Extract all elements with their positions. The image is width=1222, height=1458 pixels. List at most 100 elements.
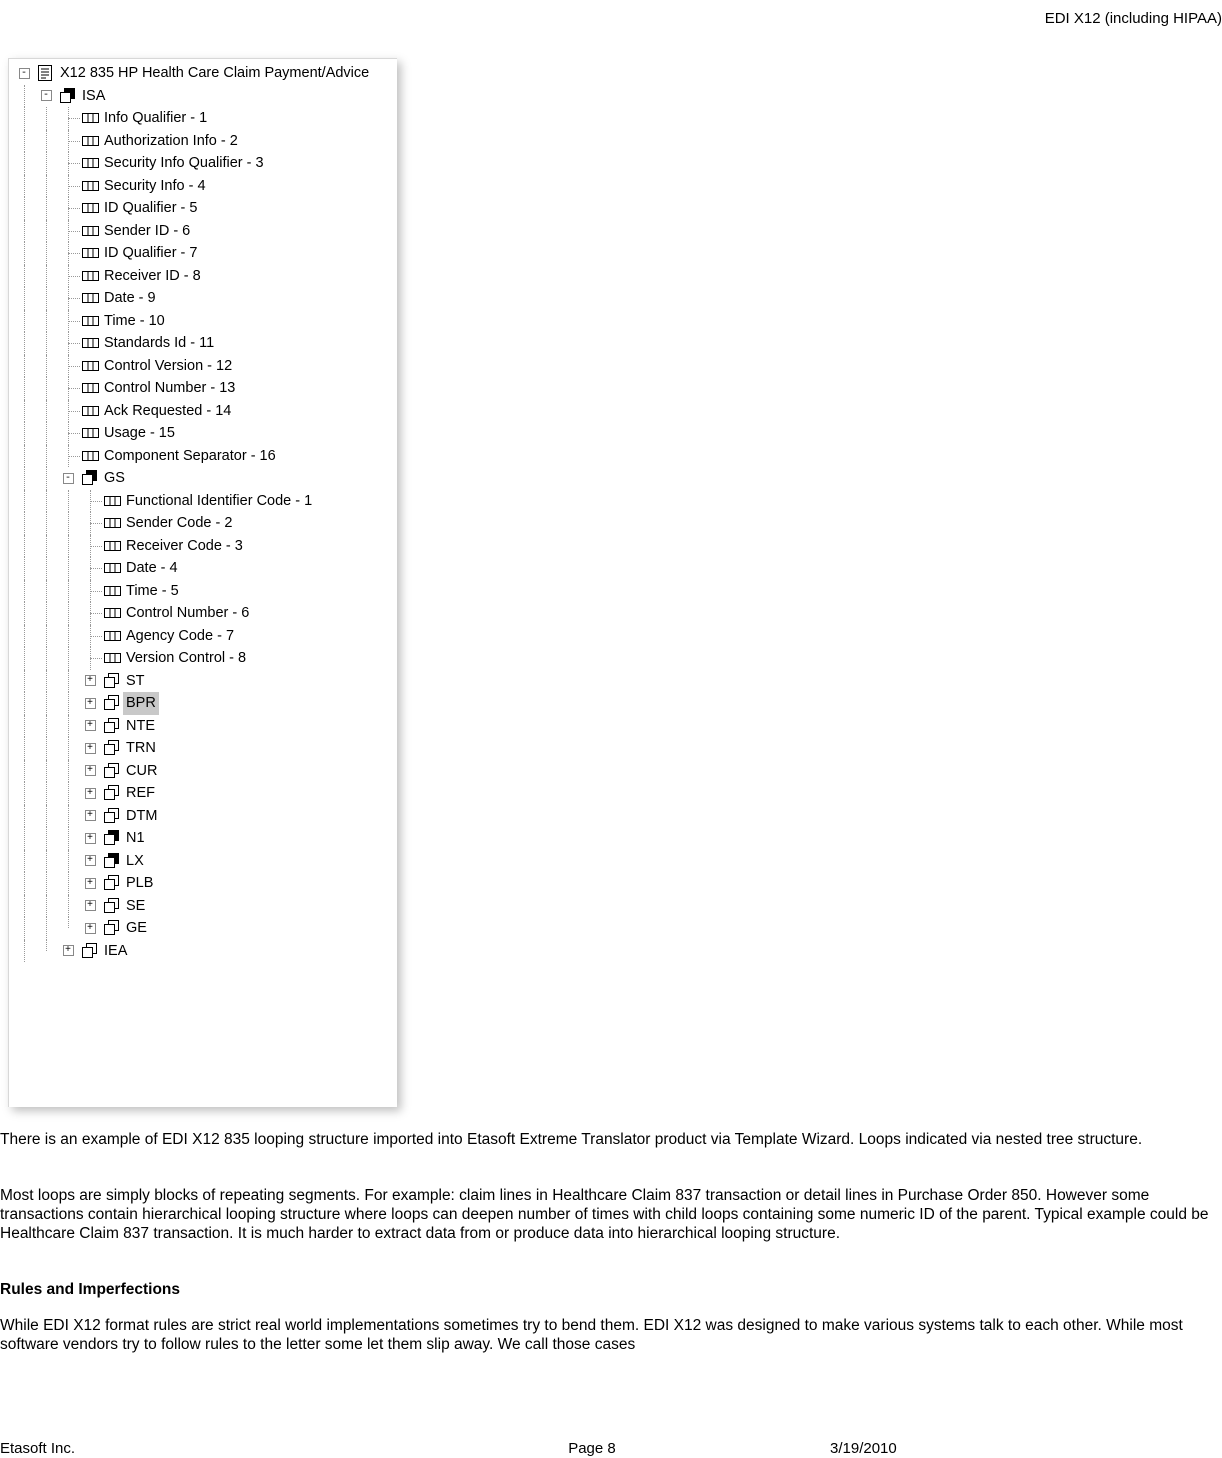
expand-icon[interactable]: + [85, 765, 96, 776]
tree-field[interactable]: Security Info - 4 [101, 175, 206, 198]
expand-icon[interactable]: + [85, 855, 96, 866]
tree-row[interactable]: + SE [13, 895, 397, 918]
tree-row[interactable]: ID Qualifier - 7 [13, 242, 397, 265]
expand-icon[interactable]: + [85, 788, 96, 799]
tree-node-segment[interactable]: TRN [123, 737, 156, 760]
tree-row[interactable]: Date - 9 [13, 287, 397, 310]
tree-node-segment[interactable]: BPR [123, 692, 159, 715]
tree-row[interactable]: + IEA [13, 940, 397, 963]
tree-node-segment[interactable]: SE [123, 895, 145, 918]
tree-field[interactable]: ID Qualifier - 7 [101, 242, 197, 265]
tree-row[interactable]: - GS [13, 467, 397, 490]
tree-row[interactable]: Standards Id - 11 [13, 332, 397, 355]
tree-row[interactable]: Receiver ID - 8 [13, 265, 397, 288]
expand-icon[interactable]: + [85, 900, 96, 911]
tree-row[interactable]: + GE [13, 917, 397, 940]
collapse-icon[interactable]: - [63, 473, 74, 484]
tree-field[interactable]: Receiver Code - 3 [123, 535, 243, 558]
tree-row[interactable]: Control Number - 6 [13, 602, 397, 625]
segment-icon [104, 673, 121, 689]
tree-row[interactable]: Control Number - 13 [13, 377, 397, 400]
tree-field[interactable]: Time - 5 [123, 580, 179, 603]
tree-field[interactable]: ID Qualifier - 5 [101, 197, 197, 220]
section-heading: Rules and Imperfections [0, 1280, 1222, 1299]
tree-node-segment[interactable]: GE [123, 917, 147, 940]
tree-row[interactable]: ID Qualifier - 5 [13, 197, 397, 220]
tree-field[interactable]: Sender ID - 6 [101, 220, 190, 243]
tree-node-segment[interactable]: LX [123, 850, 144, 873]
tree-field[interactable]: Control Version - 12 [101, 355, 232, 378]
tree-row[interactable]: + ST [13, 670, 397, 693]
tree-field[interactable]: Authorization Info - 2 [101, 130, 238, 153]
tree-row[interactable]: Version Control - 8 [13, 647, 397, 670]
collapse-icon[interactable]: - [19, 68, 30, 79]
tree-row[interactable]: + DTM [13, 805, 397, 828]
expand-icon[interactable]: + [85, 743, 96, 754]
tree-root-label[interactable]: X12 835 HP Health Care Claim Payment/Adv… [57, 62, 369, 85]
paragraph-2: Most loops are simply blocks of repeatin… [0, 1186, 1222, 1243]
tree-field[interactable]: Time - 10 [101, 310, 165, 333]
tree-field[interactable]: Version Control - 8 [123, 647, 246, 670]
tree-node-segment[interactable]: CUR [123, 760, 157, 783]
tree-field[interactable]: Functional Identifier Code - 1 [123, 490, 312, 513]
tree-row[interactable]: + CUR [13, 760, 397, 783]
expand-icon[interactable]: + [85, 923, 96, 934]
tree-field[interactable]: Usage - 15 [101, 422, 175, 445]
expand-icon[interactable]: + [63, 945, 74, 956]
tree-node-segment[interactable]: N1 [123, 827, 145, 850]
tree-row[interactable]: Usage - 15 [13, 422, 397, 445]
field-icon [82, 268, 99, 284]
tree-node-segment[interactable]: REF [123, 782, 155, 805]
tree-row[interactable]: Component Separator - 16 [13, 445, 397, 468]
tree-row[interactable]: Authorization Info - 2 [13, 130, 397, 153]
tree-row[interactable]: + NTE [13, 715, 397, 738]
tree-row[interactable]: Agency Code - 7 [13, 625, 397, 648]
tree-row[interactable]: + REF [13, 782, 397, 805]
tree-node-segment[interactable]: NTE [123, 715, 155, 738]
tree-node-segment[interactable]: ST [123, 670, 145, 693]
tree-row[interactable]: - ISA [13, 85, 397, 108]
expand-icon[interactable]: + [85, 720, 96, 731]
collapse-icon[interactable]: - [41, 90, 52, 101]
tree-row[interactable]: Security Info Qualifier - 3 [13, 152, 397, 175]
expand-icon[interactable]: + [85, 878, 96, 889]
expand-icon[interactable]: + [85, 833, 96, 844]
tree-node-segment[interactable]: DTM [123, 805, 157, 828]
tree-row[interactable]: Functional Identifier Code - 1 [13, 490, 397, 513]
tree-row[interactable]: + BPR [13, 692, 397, 715]
tree-row[interactable]: Time - 10 [13, 310, 397, 333]
tree-row[interactable]: Sender Code - 2 [13, 512, 397, 535]
tree-row[interactable]: + PLB [13, 872, 397, 895]
tree-row[interactable]: + TRN [13, 737, 397, 760]
expand-icon[interactable]: + [85, 675, 96, 686]
tree-field[interactable]: Agency Code - 7 [123, 625, 234, 648]
tree-field[interactable]: Info Qualifier - 1 [101, 107, 207, 130]
tree-row[interactable]: Info Qualifier - 1 [13, 107, 397, 130]
tree-field[interactable]: Ack Requested - 14 [101, 400, 231, 423]
expand-icon[interactable]: + [85, 698, 96, 709]
tree-row[interactable]: Receiver Code - 3 [13, 535, 397, 558]
tree-node-segment[interactable]: PLB [123, 872, 153, 895]
tree-node-gs[interactable]: GS [101, 467, 125, 490]
tree-row[interactable]: Date - 4 [13, 557, 397, 580]
tree-row[interactable]: - X12 835 HP Health Care Claim Payment/Ad… [13, 62, 397, 85]
tree-field[interactable]: Receiver ID - 8 [101, 265, 201, 288]
tree-field[interactable]: Component Separator - 16 [101, 445, 276, 468]
tree-row[interactable]: + N1 [13, 827, 397, 850]
tree-field[interactable]: Control Number - 6 [123, 602, 249, 625]
tree-row[interactable]: Sender ID - 6 [13, 220, 397, 243]
tree-row[interactable]: + LX [13, 850, 397, 873]
tree-row[interactable]: Time - 5 [13, 580, 397, 603]
tree-row[interactable]: Ack Requested - 14 [13, 400, 397, 423]
tree-field[interactable]: Sender Code - 2 [123, 512, 232, 535]
tree-field[interactable]: Date - 9 [101, 287, 156, 310]
tree-node-iea[interactable]: IEA [101, 940, 127, 963]
tree-field[interactable]: Security Info Qualifier - 3 [101, 152, 264, 175]
tree-node-isa[interactable]: ISA [79, 85, 105, 108]
expand-icon[interactable]: + [85, 810, 96, 821]
tree-row[interactable]: Control Version - 12 [13, 355, 397, 378]
tree-field[interactable]: Date - 4 [123, 557, 178, 580]
tree-field[interactable]: Control Number - 13 [101, 377, 235, 400]
tree-field[interactable]: Standards Id - 11 [101, 332, 214, 355]
tree-row[interactable]: Security Info - 4 [13, 175, 397, 198]
